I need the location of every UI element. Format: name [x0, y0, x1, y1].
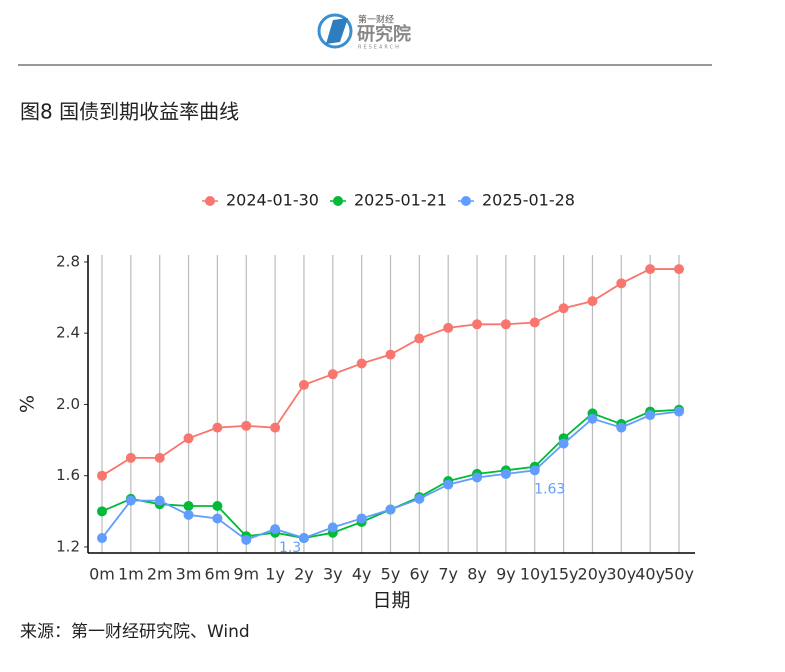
data-point: [587, 413, 598, 424]
x-tick-label: 20y: [578, 565, 608, 584]
x-tick-label: 30y: [606, 565, 636, 584]
logo-sub: RESEARCH: [358, 45, 401, 51]
data-point: [587, 296, 598, 307]
data-point: [385, 504, 396, 515]
x-tick-label: 7y: [438, 565, 458, 584]
y-axis-label: %: [17, 395, 39, 413]
data-point: [183, 509, 194, 520]
x-tick-label: 2m: [147, 565, 173, 584]
data-point: [327, 369, 338, 380]
data-point: [529, 465, 540, 476]
data-point: [616, 278, 627, 289]
data-point: [241, 420, 252, 431]
data-point: [443, 479, 454, 490]
data-point: [385, 349, 396, 360]
data-point: [183, 500, 194, 511]
data-point: [97, 506, 107, 517]
y-tick-label: 1.2: [56, 537, 80, 555]
data-point: [414, 333, 425, 344]
x-tick-label: 6y: [410, 565, 430, 584]
x-tick-label: 1y: [265, 565, 285, 584]
x-tick-label: 3m: [176, 565, 202, 584]
data-point: [616, 422, 627, 433]
data-point: [327, 522, 338, 533]
x-tick-label: 10y: [520, 565, 550, 584]
data-point: [298, 533, 309, 544]
x-axis-label: 日期: [372, 590, 410, 612]
data-point: [97, 533, 107, 544]
x-tick-label: 15y: [549, 565, 579, 584]
legend-label: 2025-01-21: [354, 191, 447, 210]
data-point: [356, 513, 367, 524]
legend-marker: [333, 196, 343, 206]
data-point: [472, 472, 483, 483]
data-point: [125, 452, 136, 463]
x-tick-label: 9m: [233, 565, 259, 584]
data-point: [125, 495, 136, 506]
data-point: [212, 422, 223, 433]
x-tick-label: 40y: [635, 565, 665, 584]
data-point: [183, 433, 194, 444]
x-tick-label: 2y: [294, 565, 314, 584]
x-tick-label: 5y: [381, 565, 401, 584]
y-tick-label: 2.0: [56, 395, 80, 413]
source: 来源：第一财经研究院、Wind: [20, 622, 250, 642]
legend-marker: [461, 196, 471, 206]
data-point: [356, 358, 367, 369]
data-point: [558, 438, 569, 449]
data-point: [212, 513, 223, 524]
data-point: [154, 452, 165, 463]
x-tick-label: 3y: [323, 565, 343, 584]
y-tick-label: 2.4: [56, 324, 80, 342]
x-tick-label: 8y: [467, 565, 487, 584]
data-point: [414, 493, 425, 504]
logo-top: 第一财经: [358, 14, 394, 26]
data-point: [500, 468, 511, 479]
data-point: [241, 534, 252, 545]
data-point: [558, 303, 569, 314]
data-point: [645, 264, 656, 275]
figure-title: 图8 国债到期收益率曲线: [20, 100, 239, 124]
x-tick-label: 4y: [352, 565, 372, 584]
data-point: [674, 406, 684, 417]
data-point: [645, 410, 656, 421]
logo-mark: [326, 18, 348, 44]
data-point: [674, 264, 684, 275]
x-tick-label: 9y: [496, 565, 516, 584]
legend-label: 2025-01-28: [482, 191, 575, 210]
data-point: [154, 495, 165, 506]
x-tick-label: 50y: [664, 565, 694, 584]
logo-ring: [317, 13, 353, 49]
legend-label: 2024-01-30: [226, 191, 319, 210]
y-tick-label: 2.8: [56, 252, 80, 270]
data-point: [298, 379, 309, 390]
x-tick-label: 6m: [205, 565, 231, 584]
x-tick-label: 0m: [89, 565, 115, 584]
legend-marker: [205, 196, 215, 206]
data-label: 1.63: [534, 481, 565, 497]
data-label: 1.3: [279, 540, 301, 556]
data-point: [443, 322, 454, 333]
x-tick-label: 1m: [118, 565, 144, 584]
data-point: [472, 319, 483, 330]
y-tick-label: 1.6: [56, 466, 80, 484]
data-point: [270, 422, 281, 433]
data-point: [500, 319, 511, 330]
data-point: [97, 470, 107, 481]
chart: 0m 1m 2m 3m 6m 9m 1y 2y 3y 4y 5y 6y 7y 8y 9y 10y 15y 20y 3…: [17, 191, 695, 612]
data-point: [529, 317, 540, 328]
logo-main: 研究院: [357, 23, 411, 45]
data-point: [270, 524, 281, 535]
data-point: [212, 500, 223, 511]
